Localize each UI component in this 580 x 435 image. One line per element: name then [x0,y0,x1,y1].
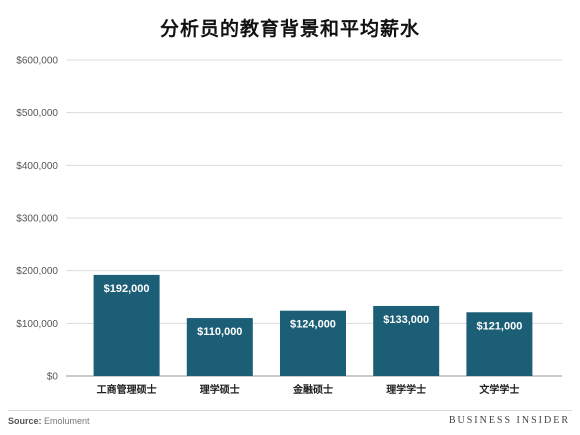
x-category-label: 工商管理硕士 [97,383,157,396]
y-axis-ticks: $0 $100,000 $200,000 $300,000 $400,000 $500,0… [16,56,58,383]
source-note: Source: Emolument [8,416,90,426]
bar-value-label: $133,000 [383,314,429,326]
y-tick-label: $600,000 [16,56,58,67]
y-tick-label: $400,000 [16,161,58,172]
source-value: Emolument [41,416,90,426]
y-tick-label: $0 [47,372,59,383]
bar [186,318,253,376]
x-category-label: 理学硕士 [200,383,240,396]
bar [466,312,533,376]
y-tick-label: $500,000 [16,108,58,119]
bar-value-label: $192,000 [104,283,150,295]
y-tick-label: $300,000 [16,214,58,225]
bars: $192,000 $110,000 $124,000 $133,000 $121,000 [93,274,533,376]
bar-value-label: $110,000 [197,326,242,338]
x-category-label: 文学学士 [479,383,519,396]
bar-value-label: $124,000 [290,319,336,331]
y-tick-label: $200,000 [16,266,58,277]
footer-divider [8,410,572,411]
y-tick-label: $100,000 [16,319,58,330]
source-key: Source: [8,416,42,426]
bar [280,310,346,376]
bar [93,274,160,376]
x-category-label: 理学学士 [386,383,426,396]
bar [373,305,440,376]
x-category-label: 金融硕士 [292,383,333,396]
bar-value-label: $121,000 [476,320,522,332]
brand-logo: BUSINESS INSIDER [448,415,570,426]
chart-title: 分析员的教育背景和平均薪水 [159,18,420,40]
x-axis-labels: 工商管理硕士 理学硕士 金融硕士 理学学士 文学学士 [97,383,520,396]
